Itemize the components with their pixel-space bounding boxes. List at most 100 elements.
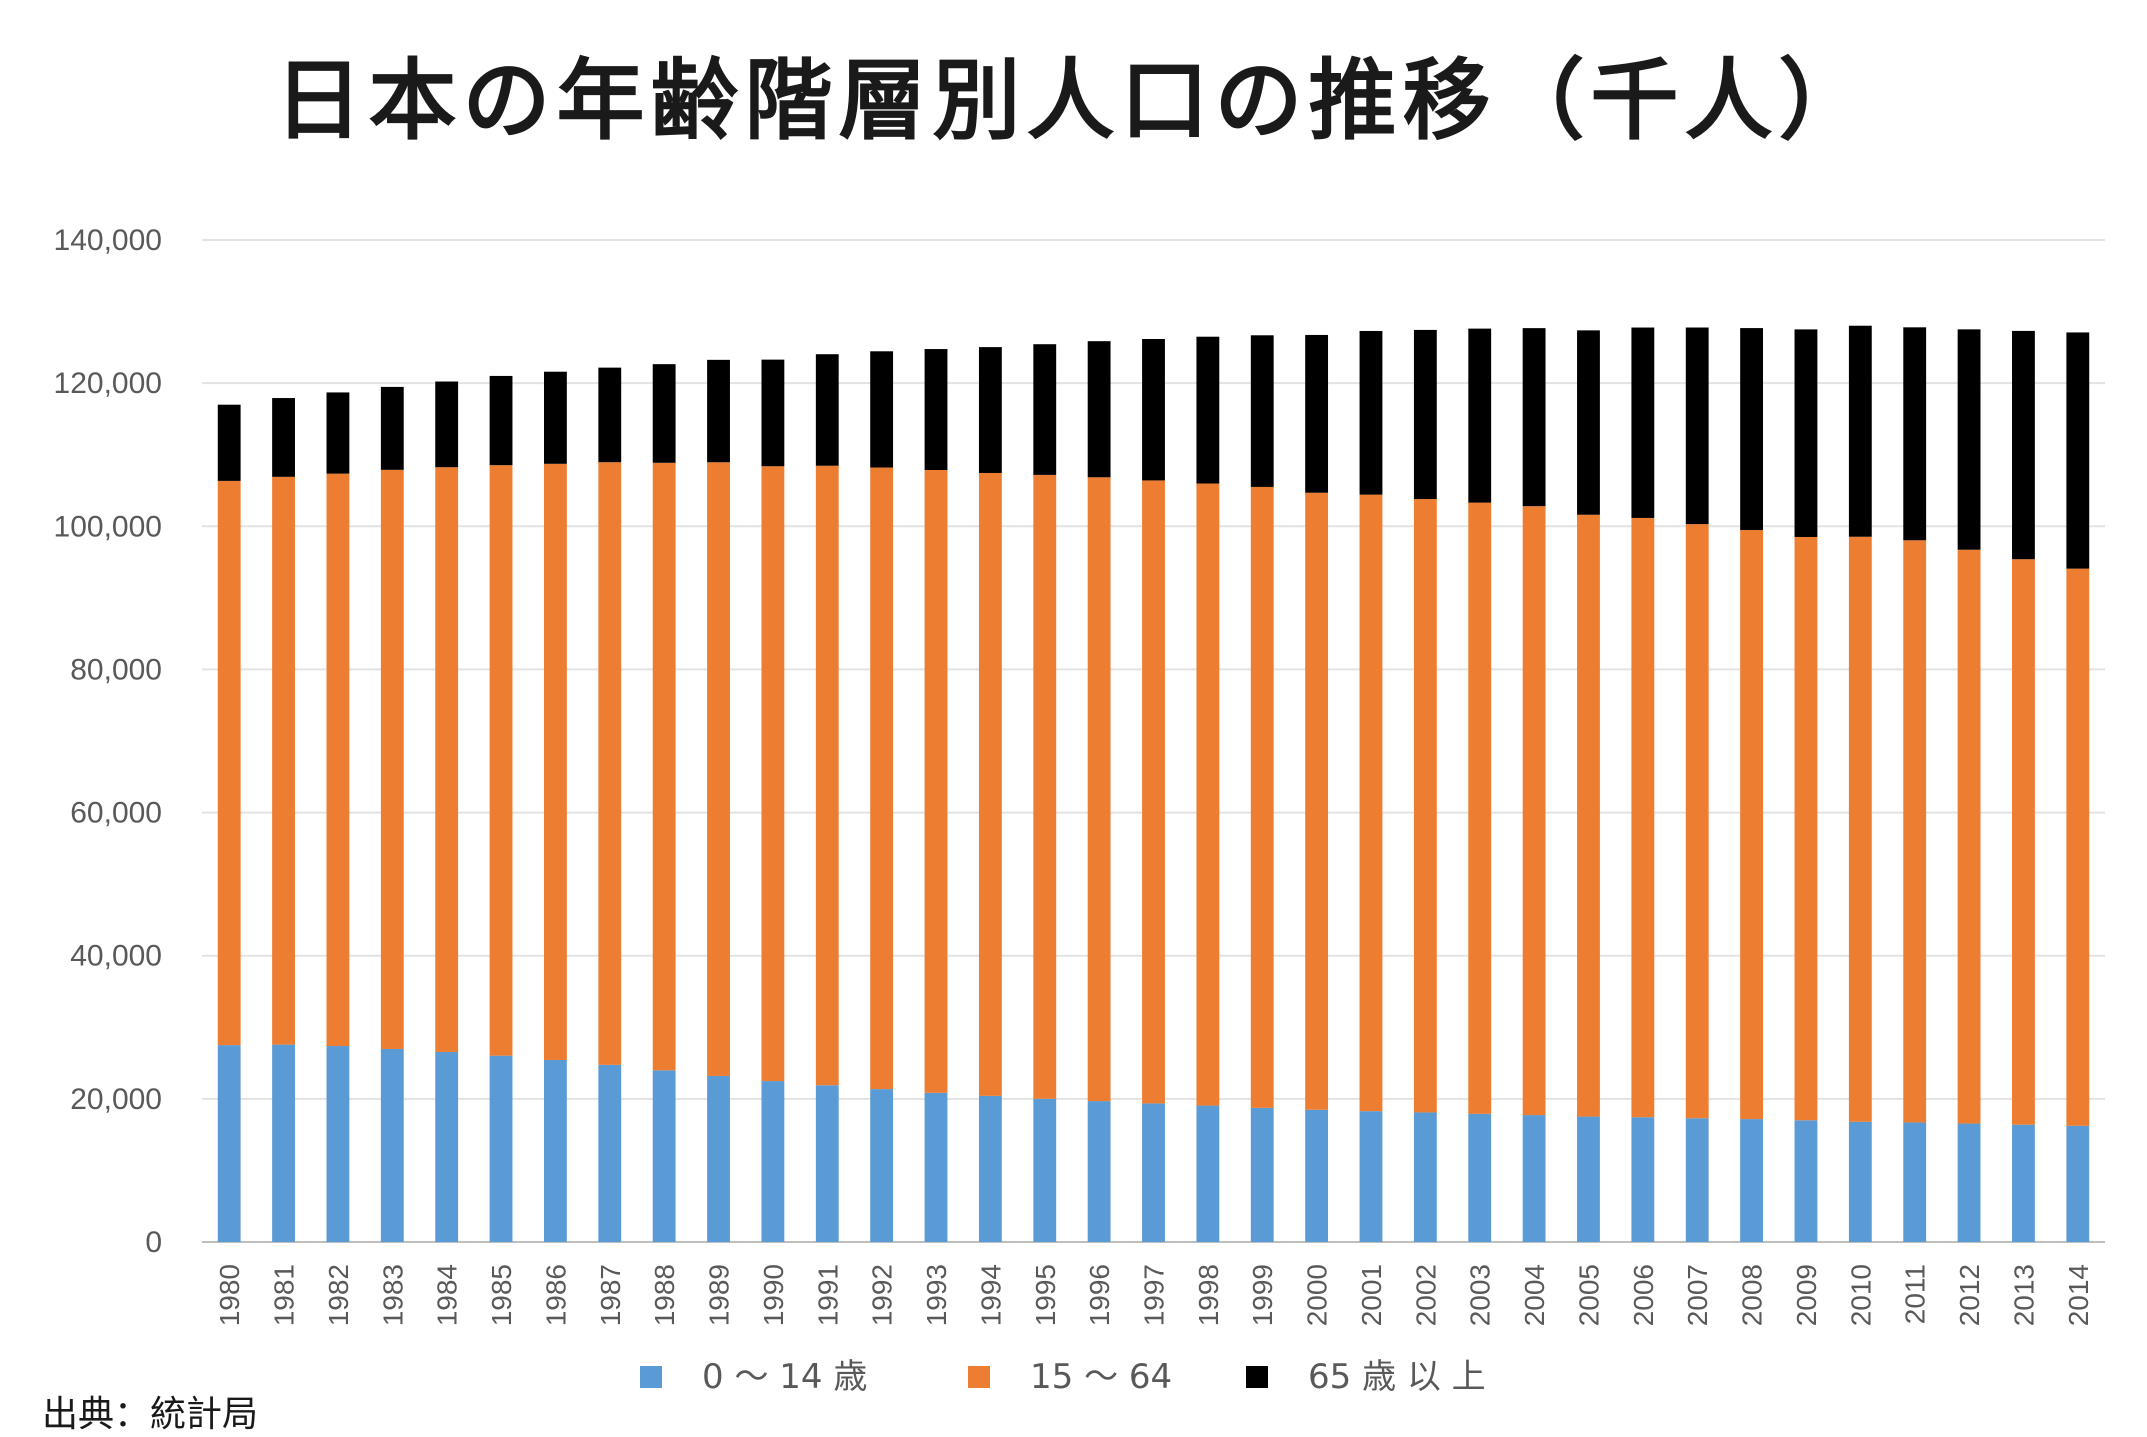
bar-segment-2008-s2 bbox=[1740, 328, 1764, 531]
bar-segment-1982-s2 bbox=[326, 392, 350, 474]
bar-segment-1995-s1 bbox=[1033, 474, 1057, 1099]
bars bbox=[217, 325, 2090, 1242]
x-tick-label: 1984 bbox=[432, 1264, 463, 1326]
bar-segment-2009-s0 bbox=[1794, 1120, 1818, 1242]
bar-segment-1990-s0 bbox=[761, 1081, 785, 1242]
bar-segment-1990-s2 bbox=[761, 359, 785, 467]
bar-segment-1984-s1 bbox=[435, 467, 459, 1052]
bar-segment-1993-s2 bbox=[924, 349, 948, 471]
bar-segment-2005-s1 bbox=[1577, 514, 1600, 1117]
x-tick-label: 1998 bbox=[1193, 1264, 1224, 1326]
x-tick-label: 2013 bbox=[2008, 1264, 2039, 1326]
bar-segment-1989-s2 bbox=[707, 359, 730, 463]
bar-segment-2011-s1 bbox=[1903, 540, 1927, 1123]
x-tick-label: 1989 bbox=[704, 1264, 735, 1326]
x-tick-label: 2002 bbox=[1410, 1264, 1441, 1326]
x-tick-label: 2004 bbox=[1519, 1264, 1550, 1326]
bar-segment-2010-s1 bbox=[1848, 536, 1872, 1122]
bar-segment-2011-s2 bbox=[1903, 327, 1927, 541]
bar-segment-1985-s1 bbox=[489, 465, 513, 1056]
y-tick-label: 20,000 bbox=[70, 1083, 162, 1116]
bar-segment-2002-s2 bbox=[1413, 329, 1437, 500]
bar-segment-2013-s2 bbox=[2012, 330, 2035, 560]
x-tick-label: 2001 bbox=[1356, 1264, 1387, 1326]
bar-segment-1981-s1 bbox=[272, 476, 295, 1045]
x-tick-label: 2009 bbox=[1791, 1264, 1822, 1326]
bar-segment-2014-s1 bbox=[2066, 568, 2090, 1126]
legend: 0 ～ 14 歳 15 ～ 64 65 歳 以 上 bbox=[640, 1357, 1486, 1397]
bar-segment-2011-s0 bbox=[1903, 1122, 1927, 1242]
bar-segment-2003-s2 bbox=[1468, 328, 1492, 503]
bar-segment-2012-s0 bbox=[1957, 1123, 1981, 1242]
bar-segment-2003-s0 bbox=[1468, 1113, 1492, 1242]
bar-segment-1994-s0 bbox=[978, 1095, 1002, 1242]
x-tick-label: 1985 bbox=[486, 1264, 517, 1326]
bar-segment-2004-s2 bbox=[1522, 328, 1546, 507]
bar-segment-1996-s1 bbox=[1087, 477, 1111, 1102]
x-tick-label: 1990 bbox=[758, 1264, 789, 1326]
bar-segment-2008-s1 bbox=[1740, 530, 1764, 1120]
bar-segment-2007-s2 bbox=[1685, 327, 1709, 525]
bar-segment-1998-s1 bbox=[1196, 483, 1220, 1106]
x-tick-label: 1993 bbox=[921, 1264, 952, 1326]
legend-label-2: 65 歳 以 上 bbox=[1308, 1357, 1486, 1397]
x-axis: 1980 1981 1982 1983 1984 1985 1986 1987 1988 1989… bbox=[214, 1264, 2094, 1326]
bar-segment-1983-s1 bbox=[380, 469, 404, 1049]
x-tick-label: 2006 bbox=[1628, 1264, 1659, 1326]
bar-segment-2013-s0 bbox=[2012, 1124, 2035, 1242]
bar-segment-1995-s2 bbox=[1033, 344, 1057, 475]
bar-segment-1982-s1 bbox=[326, 473, 350, 1047]
bar-segment-1999-s0 bbox=[1250, 1107, 1274, 1242]
bar-segment-2005-s0 bbox=[1577, 1116, 1600, 1242]
bar-segment-1983-s2 bbox=[380, 386, 404, 470]
y-tick-label: 100,000 bbox=[54, 510, 162, 543]
bar-segment-2012-s2 bbox=[1957, 329, 1981, 550]
bar-segment-2014-s2 bbox=[2066, 332, 2090, 569]
legend-label-0: 0 ～ 14 歳 bbox=[702, 1357, 867, 1397]
bar-segment-1988-s2 bbox=[652, 364, 676, 463]
bar-segment-1986-s0 bbox=[543, 1059, 567, 1242]
bar-segment-1980-s2 bbox=[217, 404, 241, 481]
x-tick-label: 1986 bbox=[540, 1264, 571, 1326]
bar-segment-1997-s0 bbox=[1142, 1103, 1165, 1242]
bar-segment-2001-s1 bbox=[1359, 494, 1383, 1112]
bar-segment-1996-s0 bbox=[1087, 1101, 1111, 1242]
bar-segment-1986-s1 bbox=[543, 463, 567, 1060]
bar-segment-1981-s2 bbox=[272, 398, 295, 477]
bar-segment-1998-s0 bbox=[1196, 1105, 1220, 1242]
bar-segment-2004-s1 bbox=[1522, 506, 1546, 1116]
bar-segment-2000-s2 bbox=[1305, 334, 1329, 493]
bar-segment-2005-s2 bbox=[1577, 330, 1600, 515]
bar-segment-1987-s2 bbox=[598, 367, 622, 463]
x-tick-label: 1981 bbox=[269, 1264, 300, 1326]
x-tick-label: 2011 bbox=[1900, 1264, 1931, 1324]
bar-segment-2004-s0 bbox=[1522, 1115, 1546, 1242]
bar-segment-2002-s0 bbox=[1413, 1112, 1437, 1242]
bar-segment-1992-s2 bbox=[870, 351, 894, 468]
x-tick-label: 1995 bbox=[1030, 1264, 1061, 1326]
bar-segment-2006-s2 bbox=[1631, 327, 1655, 518]
bar-segment-1997-s2 bbox=[1142, 339, 1165, 481]
bar-segment-1984-s2 bbox=[435, 381, 459, 468]
y-tick-label: 0 bbox=[145, 1226, 162, 1259]
x-tick-label: 1987 bbox=[595, 1264, 626, 1326]
bar-segment-1983-s0 bbox=[380, 1048, 404, 1242]
bar-segment-1985-s0 bbox=[489, 1055, 513, 1242]
bar-segment-1990-s1 bbox=[761, 466, 785, 1082]
x-tick-label: 1999 bbox=[1247, 1264, 1278, 1326]
x-tick-label: 2003 bbox=[1465, 1264, 1496, 1326]
bar-segment-1981-s0 bbox=[272, 1044, 295, 1242]
bar-segment-1993-s0 bbox=[924, 1092, 948, 1242]
bar-segment-1993-s1 bbox=[924, 470, 948, 1093]
y-tick-label: 40,000 bbox=[70, 940, 162, 973]
bar-segment-2010-s0 bbox=[1848, 1121, 1872, 1242]
bar-segment-1998-s2 bbox=[1196, 336, 1220, 484]
bar-segment-2001-s2 bbox=[1359, 330, 1383, 495]
x-tick-label: 2014 bbox=[2063, 1264, 2094, 1326]
x-tick-label: 2005 bbox=[1573, 1264, 1604, 1326]
legend-swatch-0 bbox=[640, 1366, 662, 1388]
bar-segment-2013-s1 bbox=[2012, 559, 2035, 1125]
x-tick-label: 1996 bbox=[1084, 1264, 1115, 1326]
bar-segment-1999-s1 bbox=[1250, 486, 1274, 1108]
